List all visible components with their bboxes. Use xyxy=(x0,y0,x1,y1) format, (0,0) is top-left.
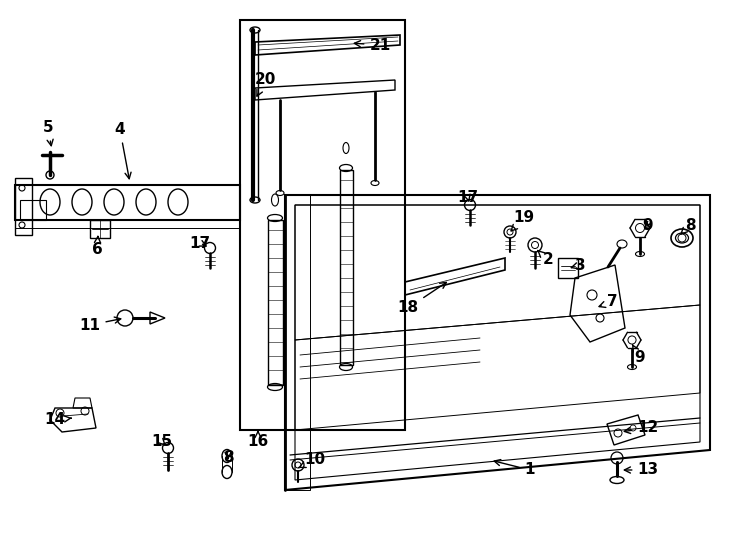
Text: 1: 1 xyxy=(494,460,535,477)
Text: 19: 19 xyxy=(511,211,534,231)
Text: 16: 16 xyxy=(247,431,269,449)
Text: 9: 9 xyxy=(633,345,645,366)
Text: 10: 10 xyxy=(299,453,326,468)
Text: 18: 18 xyxy=(397,282,446,315)
Text: 2: 2 xyxy=(538,251,553,267)
Text: 8: 8 xyxy=(681,218,695,234)
Text: 6: 6 xyxy=(92,237,102,258)
Text: 4: 4 xyxy=(115,123,131,179)
Text: 7: 7 xyxy=(599,294,617,309)
Text: 17: 17 xyxy=(189,235,211,251)
Text: 12: 12 xyxy=(625,421,658,435)
Text: 13: 13 xyxy=(625,462,658,477)
Text: 14: 14 xyxy=(45,413,71,428)
Text: 5: 5 xyxy=(43,120,54,146)
Text: 9: 9 xyxy=(643,218,653,233)
Text: 17: 17 xyxy=(457,191,479,206)
Text: 20: 20 xyxy=(254,72,276,96)
Text: 3: 3 xyxy=(571,258,585,273)
Text: 11: 11 xyxy=(79,317,121,333)
Text: 15: 15 xyxy=(151,435,172,449)
Text: 21: 21 xyxy=(355,37,390,52)
Text: 8: 8 xyxy=(222,450,233,465)
